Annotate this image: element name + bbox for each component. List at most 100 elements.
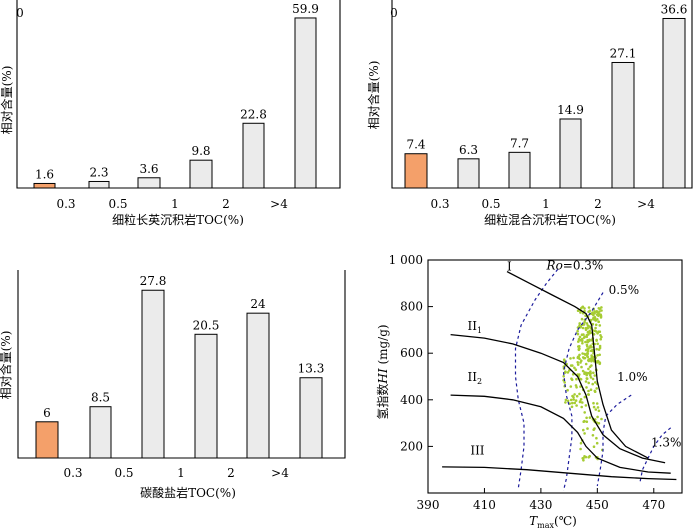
kerogen-curve-3	[442, 466, 677, 481]
data-point	[595, 387, 598, 390]
ro-label: 0.5%	[609, 283, 640, 297]
data-point	[571, 401, 574, 405]
x-tick-label: 0.5	[108, 197, 127, 211]
data-point	[574, 399, 578, 402]
data-point	[580, 306, 583, 310]
data-point	[595, 338, 598, 342]
kerogen-type-label: III	[470, 444, 484, 458]
bar-0.5-1	[137, 177, 161, 189]
data-point	[585, 386, 588, 389]
x-tick-label: 2	[222, 197, 230, 211]
ro-isoline-0	[514, 268, 559, 489]
data-point	[590, 354, 593, 357]
data-point	[588, 325, 591, 328]
data-point	[583, 320, 586, 324]
data-point	[597, 320, 600, 324]
data-point	[579, 385, 582, 388]
data-point	[569, 385, 573, 388]
y-tick-label: 1 000	[389, 253, 423, 267]
panel-carbonate: 6 8.5 27.8 20.5 24 13.3 0.3 0.5 1 2 >4 碳酸盐岩TOC(%)…	[0, 270, 346, 500]
y-tick-label: 800	[400, 300, 423, 314]
value-label: 27.1	[610, 46, 637, 60]
y-tick-label: 400	[400, 393, 423, 407]
y-tick-label: 200	[400, 439, 423, 453]
data-point	[572, 356, 575, 360]
data-point	[598, 362, 601, 366]
data-point	[596, 342, 599, 346]
data-point	[574, 384, 578, 387]
kerogen-curve-2	[450, 394, 671, 474]
bar-0.5-1	[508, 151, 531, 189]
data-point	[600, 309, 603, 312]
data-point	[580, 333, 584, 337]
x-axis-label: 细粒混合沉积岩TOC(%)	[484, 212, 616, 227]
data-point	[597, 409, 601, 413]
x-tick-label: 430	[529, 498, 552, 512]
ro-label: Ro=0.3%	[546, 258, 604, 272]
bar-1-2	[194, 333, 218, 459]
data-point	[576, 361, 579, 364]
data-point	[578, 400, 582, 404]
data-point	[578, 324, 581, 327]
data-point	[593, 316, 597, 319]
data-point	[595, 402, 599, 405]
data-point	[585, 377, 589, 381]
data-point	[585, 416, 588, 420]
bar-2-4	[242, 122, 265, 189]
data-point	[582, 336, 586, 339]
data-point	[575, 404, 578, 407]
data-point	[582, 459, 585, 462]
data-point	[577, 347, 581, 351]
data-point	[591, 434, 595, 437]
panel-hi-tmax: 200 400 600 800 1 000 390 410 430 450 470 I II1 II…	[375, 253, 683, 530]
data-point	[587, 333, 590, 336]
data-point	[576, 329, 579, 333]
data-point	[584, 455, 588, 459]
data-point	[574, 368, 578, 372]
data-point	[566, 399, 570, 403]
data-point	[564, 398, 568, 402]
data-point	[587, 389, 590, 393]
data-point	[577, 345, 580, 348]
data-point	[598, 353, 601, 357]
bar-0-0.3	[33, 182, 56, 189]
data-point	[585, 373, 588, 377]
bar-0.3-0.5	[88, 180, 110, 189]
axes-frame	[391, 0, 693, 189]
data-point	[584, 353, 587, 356]
data-point	[594, 318, 597, 321]
value-label: 24	[250, 297, 266, 311]
data-point	[584, 348, 588, 352]
data-point	[584, 380, 588, 383]
data-point	[598, 324, 602, 327]
axes-frame	[17, 270, 346, 459]
data-point	[597, 422, 601, 425]
data-point	[591, 348, 594, 352]
data-point	[592, 333, 596, 336]
data-point	[570, 377, 573, 381]
x-tick-label: 450	[586, 498, 609, 512]
kerogen-curve-0	[506, 271, 649, 459]
x-tick-label: 1	[171, 197, 179, 211]
x-tick-label: 0	[16, 6, 24, 20]
x-tick-label: 470	[642, 498, 665, 512]
data-point	[576, 332, 580, 336]
data-point	[598, 313, 601, 316]
data-point	[594, 326, 597, 330]
data-point	[598, 344, 602, 348]
value-label: 9.8	[191, 144, 210, 158]
x-tick-label: 0.3	[430, 197, 449, 211]
data-point	[589, 376, 593, 379]
value-label: 7.4	[406, 138, 425, 152]
data-point	[598, 330, 602, 334]
data-point	[594, 381, 597, 384]
kerogen-type-label: II2	[468, 370, 483, 386]
data-point	[578, 322, 581, 325]
x-axis-label: 碳酸盐岩TOC(%)	[140, 485, 236, 500]
data-point	[571, 394, 574, 398]
bar->4	[662, 17, 686, 189]
x-tick-label: 0	[390, 6, 398, 20]
value-label: 13.3	[298, 362, 325, 376]
x-tick-label: 0.5	[114, 466, 133, 480]
data-point	[573, 401, 577, 405]
